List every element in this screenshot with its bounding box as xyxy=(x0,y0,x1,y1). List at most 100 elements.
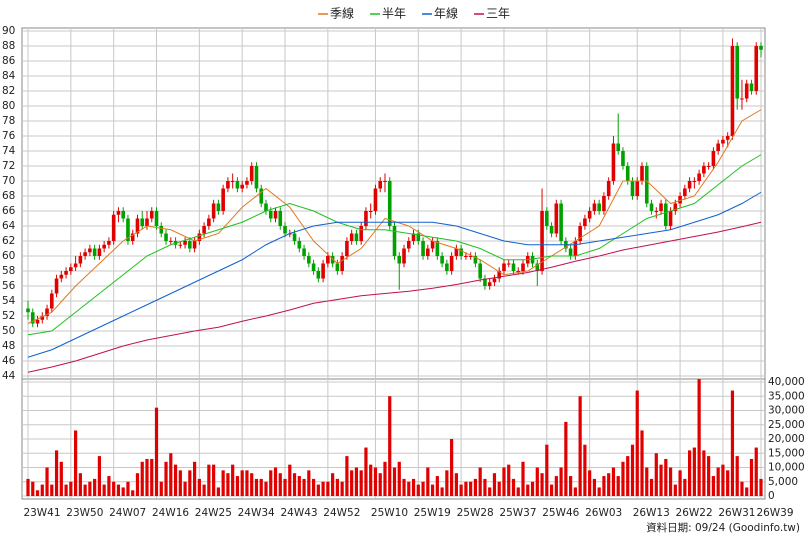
volume-bar xyxy=(292,473,297,496)
volume-bar xyxy=(278,473,282,496)
y2-tick-label: 5,000 xyxy=(768,476,798,488)
candle-body xyxy=(545,211,549,226)
volume-bar xyxy=(716,467,720,496)
volume-bar xyxy=(626,456,630,496)
y-tick-label: 60 xyxy=(2,250,15,262)
candle-body xyxy=(573,241,578,256)
candle-body xyxy=(459,248,463,256)
candle-body xyxy=(559,203,563,241)
volume-bar xyxy=(140,461,144,496)
candle-body xyxy=(135,218,140,234)
candle-body xyxy=(449,256,454,271)
candle-body xyxy=(111,214,116,241)
y2-tick-label: 25,000 xyxy=(768,419,805,431)
volume-bar xyxy=(483,478,487,496)
volume-bar xyxy=(359,470,363,496)
volume-bar xyxy=(54,450,59,496)
candle-body xyxy=(568,248,573,256)
candle-body xyxy=(164,233,168,241)
volume-bar xyxy=(564,421,568,496)
candle-body xyxy=(354,233,359,241)
legend-label: 半年 xyxy=(382,7,406,21)
y2-tick-label: 0 xyxy=(768,490,775,502)
volume-bar xyxy=(440,487,444,496)
volume-bar xyxy=(726,470,730,496)
candle-body xyxy=(725,136,730,140)
legend-label: 三年 xyxy=(486,7,510,21)
volume-bar xyxy=(126,481,130,496)
candle-body xyxy=(445,263,449,271)
volume-bar xyxy=(335,478,339,496)
volume-bar xyxy=(678,470,682,496)
y-tick-label: 46 xyxy=(2,355,16,367)
candle-body xyxy=(387,181,392,226)
volume-bar xyxy=(93,478,97,496)
candle-body xyxy=(130,233,135,241)
candle-body xyxy=(649,203,654,211)
volume-bar xyxy=(616,476,620,496)
y-tick-label: 82 xyxy=(2,85,15,97)
volume-bar xyxy=(364,447,368,496)
volume-bar xyxy=(654,453,658,496)
volume-bar xyxy=(135,473,140,496)
volume-bar xyxy=(197,478,201,496)
volume-bar xyxy=(78,473,82,496)
volume-bar xyxy=(740,481,744,496)
volume-bar xyxy=(97,456,101,496)
candle-body xyxy=(716,143,720,151)
candle-body xyxy=(606,181,611,196)
volume-bar xyxy=(354,467,359,496)
volume-bar xyxy=(107,476,111,496)
candle-body xyxy=(744,83,749,99)
volume-bar xyxy=(621,461,625,496)
candle-body xyxy=(283,226,287,234)
volume-bar xyxy=(169,453,173,496)
volume-bar xyxy=(607,473,611,496)
volume-bar xyxy=(645,467,649,496)
candle-body xyxy=(359,226,363,241)
volume-bar xyxy=(269,470,273,496)
volume-bar xyxy=(659,464,663,496)
candle-body xyxy=(411,233,416,241)
volume-bar xyxy=(411,478,416,496)
candle-body xyxy=(188,241,192,249)
candle-body xyxy=(230,181,235,182)
candle-body xyxy=(216,203,221,211)
volume-bar xyxy=(297,476,301,496)
ma-line xyxy=(27,221,762,373)
candle-body xyxy=(521,263,525,271)
candle-body xyxy=(497,271,502,279)
volume-bar xyxy=(178,470,182,496)
x-tick-label: 26W03 xyxy=(585,507,622,519)
candle-body xyxy=(697,173,701,181)
candle-body xyxy=(349,233,354,241)
volume-bar xyxy=(588,470,592,496)
candle-body xyxy=(578,226,582,241)
candle-body xyxy=(178,244,183,246)
volume-bar xyxy=(373,467,378,496)
candle-body xyxy=(364,211,368,226)
volume-bar xyxy=(683,478,687,496)
candle-body xyxy=(292,233,297,241)
candle-body xyxy=(530,256,535,264)
volume-bar xyxy=(164,461,168,496)
x-tick-label: 26W13 xyxy=(633,507,670,519)
volume-bar xyxy=(502,467,506,496)
candle-body xyxy=(754,46,759,91)
candle-body xyxy=(207,218,211,226)
volume-bar xyxy=(540,473,544,496)
candle-body xyxy=(454,248,459,256)
volume-bar xyxy=(549,484,554,496)
candle-body xyxy=(492,278,497,283)
x-tick-label: 25W10 xyxy=(371,507,408,519)
ma-line xyxy=(27,154,762,336)
volume-bar xyxy=(492,473,497,496)
candle-body xyxy=(268,211,273,219)
volume-bar xyxy=(635,390,639,496)
volume-bar xyxy=(407,481,411,496)
volume-bar xyxy=(592,478,597,496)
y-tick-label: 62 xyxy=(2,235,15,247)
candle-body xyxy=(330,256,335,264)
candle-body xyxy=(430,241,435,249)
volume-bar xyxy=(435,476,439,496)
